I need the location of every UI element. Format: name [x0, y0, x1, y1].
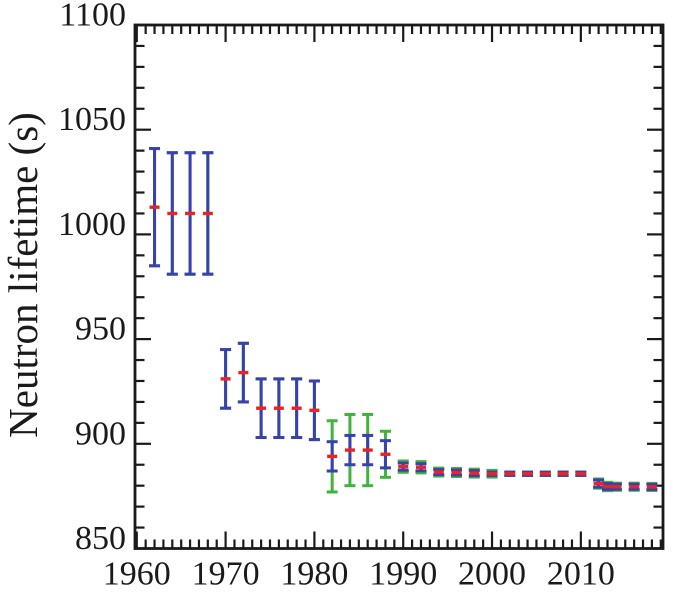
y-tick-label: 1050 [58, 101, 126, 138]
center-value-marks [149, 205, 657, 489]
center-value-mark-1982 [327, 454, 338, 459]
center-value-mark-1966 [185, 211, 196, 216]
center-value-mark-1964 [167, 211, 178, 216]
center-value-mark-1986 [362, 448, 373, 452]
center-value-mark-1962 [149, 205, 160, 209]
center-value-mark-1988 [380, 452, 391, 456]
y-tick-label: 1100 [59, 0, 126, 34]
y-tick-label: 850 [75, 520, 126, 557]
y-tick-label: 900 [75, 415, 126, 452]
plot-frame [133, 23, 665, 550]
x-tick-labels: 1960 1970 1980 1990 2000 2010 [103, 556, 615, 593]
x-tick-label: 2000 [458, 556, 526, 593]
x-tick-label: 1970 [192, 556, 260, 593]
center-value-mark-1992 [415, 465, 426, 469]
center-value-mark-1974 [256, 406, 267, 410]
center-value-mark-1978 [291, 406, 302, 410]
center-value-mark-2016 [629, 485, 640, 489]
center-value-mark-2010 [575, 472, 586, 476]
x-tick-label: 1960 [103, 556, 171, 593]
center-value-mark-2006 [540, 472, 551, 476]
y-tick-labels: 850 900 950 1000 1050 1100 [58, 0, 126, 557]
center-value-mark-1976 [273, 406, 284, 410]
y-axis-title: Neutron lifetime (s) [0, 112, 46, 438]
x-tick-label: 1980 [280, 556, 348, 593]
center-value-mark-1994 [433, 470, 444, 474]
center-value-mark-1980 [309, 408, 320, 412]
center-value-mark-2000 [487, 472, 498, 476]
y-tick-label: 950 [75, 311, 126, 348]
x-tick-label: 1990 [369, 556, 437, 593]
center-value-mark-2004 [522, 472, 533, 476]
axis-ticks [135, 23, 663, 550]
center-value-mark-1996 [451, 470, 462, 475]
center-value-mark-1972 [238, 370, 249, 375]
center-value-mark-2013 [602, 484, 613, 489]
center-value-mark-2008 [558, 472, 569, 476]
center-value-mark-2014 [611, 485, 622, 489]
center-value-mark-1990 [398, 464, 409, 469]
center-value-mark-2018 [646, 485, 657, 489]
center-value-mark-2002 [504, 472, 515, 476]
x-tick-label: 2010 [547, 556, 615, 593]
center-value-mark-2012 [593, 481, 604, 486]
center-value-mark-1970 [220, 377, 231, 381]
center-value-mark-1984 [344, 448, 355, 452]
y-tick-label: 1000 [58, 206, 126, 243]
center-value-mark-1998 [469, 471, 480, 475]
center-value-mark-1968 [202, 211, 213, 216]
